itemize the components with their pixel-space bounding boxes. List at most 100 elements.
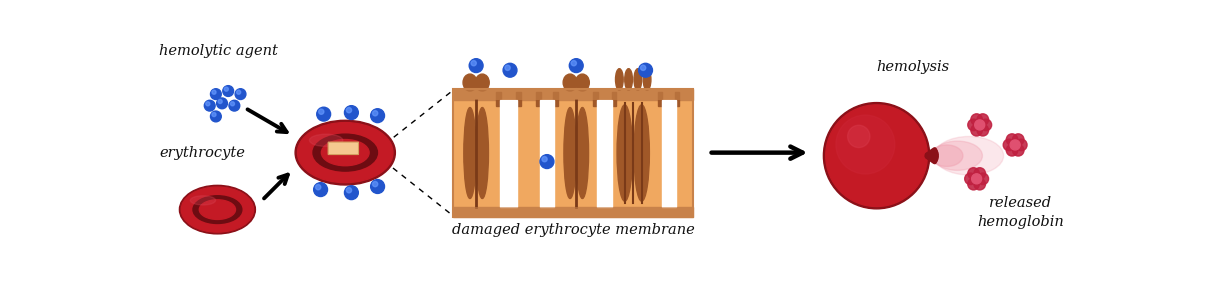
Circle shape [345, 106, 358, 119]
Circle shape [316, 185, 321, 190]
Circle shape [230, 102, 235, 106]
Ellipse shape [476, 108, 489, 198]
Circle shape [1013, 145, 1024, 156]
Circle shape [235, 89, 246, 99]
Circle shape [223, 86, 234, 96]
Circle shape [211, 89, 221, 99]
Ellipse shape [298, 123, 393, 183]
Circle shape [825, 105, 927, 207]
Ellipse shape [644, 69, 651, 90]
Circle shape [345, 186, 358, 200]
Ellipse shape [617, 105, 633, 201]
Text: damaged erythrocyte membrane: damaged erythrocyte membrane [451, 223, 695, 237]
Bar [453, 89, 693, 99]
Circle shape [212, 90, 217, 94]
Bar [453, 89, 693, 217]
Ellipse shape [313, 134, 378, 171]
Circle shape [206, 102, 209, 106]
Circle shape [346, 188, 352, 193]
Circle shape [976, 114, 989, 125]
Circle shape [974, 178, 985, 190]
Circle shape [976, 173, 989, 185]
Ellipse shape [634, 105, 650, 201]
Bar [517, 92, 520, 106]
Ellipse shape [310, 134, 342, 146]
Circle shape [218, 99, 223, 104]
Ellipse shape [564, 108, 576, 198]
Ellipse shape [563, 74, 577, 91]
FancyBboxPatch shape [328, 142, 358, 155]
Circle shape [569, 59, 583, 72]
Ellipse shape [192, 196, 242, 224]
Circle shape [370, 180, 385, 193]
Circle shape [505, 65, 511, 71]
Bar [611, 92, 616, 106]
Ellipse shape [200, 200, 236, 219]
Circle shape [970, 114, 983, 125]
Bar [675, 92, 680, 106]
Circle shape [970, 125, 983, 136]
Bar [453, 207, 693, 217]
Bar [536, 92, 541, 106]
Circle shape [974, 168, 985, 179]
Circle shape [503, 63, 517, 77]
Circle shape [964, 173, 976, 185]
Circle shape [237, 90, 241, 94]
Ellipse shape [933, 141, 983, 170]
Circle shape [370, 109, 385, 123]
Ellipse shape [930, 145, 963, 166]
Bar [453, 89, 693, 99]
Ellipse shape [934, 136, 1003, 175]
Text: released
hemoglobin: released hemoglobin [978, 196, 1064, 229]
Circle shape [373, 111, 378, 116]
Circle shape [1010, 140, 1020, 150]
Bar [500, 99, 517, 207]
Bar [540, 99, 554, 207]
Circle shape [469, 59, 483, 72]
Text: erythrocyte: erythrocyte [159, 146, 244, 160]
Ellipse shape [463, 108, 477, 198]
Bar [453, 89, 693, 217]
Ellipse shape [576, 74, 589, 91]
Circle shape [968, 119, 979, 131]
Circle shape [542, 157, 547, 162]
Ellipse shape [190, 196, 215, 205]
Circle shape [317, 107, 330, 121]
Circle shape [212, 112, 217, 117]
Ellipse shape [322, 140, 369, 166]
Circle shape [346, 108, 352, 113]
Circle shape [1015, 139, 1027, 151]
Ellipse shape [634, 69, 641, 90]
Circle shape [972, 174, 981, 184]
Circle shape [1007, 134, 1018, 145]
Circle shape [640, 65, 646, 71]
Circle shape [847, 125, 870, 148]
Circle shape [540, 155, 554, 168]
Bar [597, 99, 612, 207]
Circle shape [976, 125, 989, 136]
Bar [593, 92, 598, 106]
Circle shape [318, 109, 324, 114]
Ellipse shape [463, 74, 477, 91]
Circle shape [980, 119, 992, 131]
Bar [553, 92, 558, 106]
Circle shape [204, 100, 215, 111]
Text: hemolytic agent: hemolytic agent [159, 44, 278, 58]
Circle shape [823, 103, 929, 209]
Circle shape [836, 115, 895, 174]
Circle shape [1007, 145, 1018, 156]
Circle shape [211, 111, 221, 122]
Circle shape [217, 98, 227, 109]
Circle shape [968, 168, 979, 179]
Circle shape [968, 178, 979, 190]
Bar [662, 99, 675, 207]
Ellipse shape [616, 69, 623, 90]
Circle shape [224, 87, 229, 91]
Circle shape [571, 61, 576, 66]
Ellipse shape [179, 185, 255, 234]
Ellipse shape [576, 108, 588, 198]
Circle shape [1013, 134, 1024, 145]
Circle shape [373, 181, 378, 187]
Circle shape [639, 63, 652, 77]
Circle shape [975, 120, 985, 130]
